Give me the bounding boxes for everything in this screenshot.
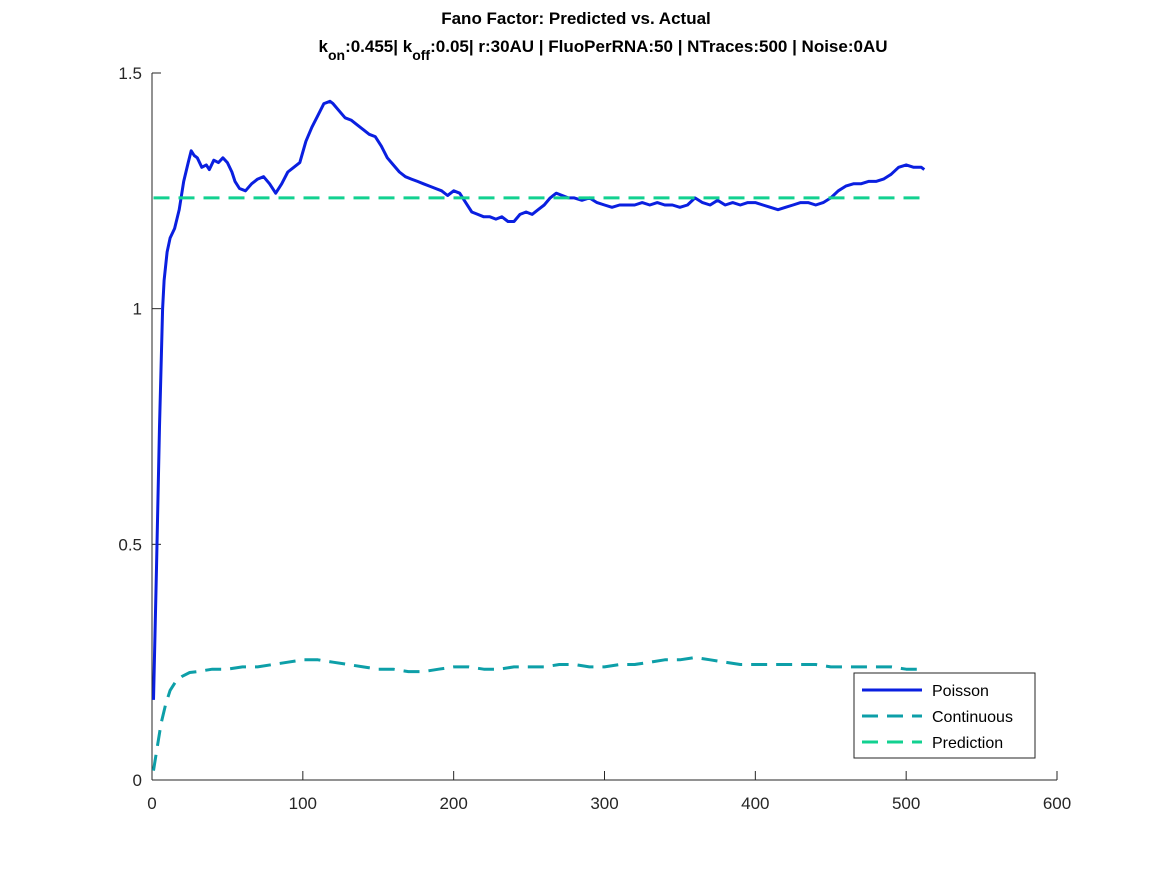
x-tick-label: 100 — [289, 794, 317, 813]
y-tick-label: 0 — [133, 771, 142, 790]
series-line-poisson — [152, 99, 926, 700]
legend-label-poisson: Poisson — [932, 683, 989, 700]
series-line-continuous — [152, 656, 925, 771]
y-tick-label: 0.5 — [118, 535, 142, 554]
x-tick-label: 500 — [892, 794, 920, 813]
legend-box — [853, 672, 1036, 759]
x-tick-label: 0 — [147, 794, 156, 813]
y-tick-label: 1 — [133, 300, 142, 319]
x-tick-label: 400 — [741, 794, 769, 813]
chart-subtitle: kon:0.455| koff:0.05| r:30AU | FluoPerRN… — [318, 37, 887, 63]
legend-items: Poisson Continuous Prediction — [862, 683, 1013, 752]
x-ticks: 0 100 200 300 400 500 600 — [147, 771, 1071, 813]
y-ticks: 0 0.5 1 1.5 — [118, 64, 161, 790]
x-tick-label: 300 — [590, 794, 618, 813]
y-tick-label: 1.5 — [118, 64, 142, 83]
legend-label-continuous: Continuous — [932, 709, 1013, 726]
chart-title: Fano Factor: Predicted vs. Actual — [441, 9, 711, 28]
x-tick-label: 200 — [439, 794, 467, 813]
legend: Poisson Continuous Prediction — [853, 672, 1036, 759]
legend-label-prediction: Prediction — [932, 735, 1003, 752]
series-layer — [152, 99, 926, 771]
x-tick-label: 600 — [1043, 794, 1071, 813]
